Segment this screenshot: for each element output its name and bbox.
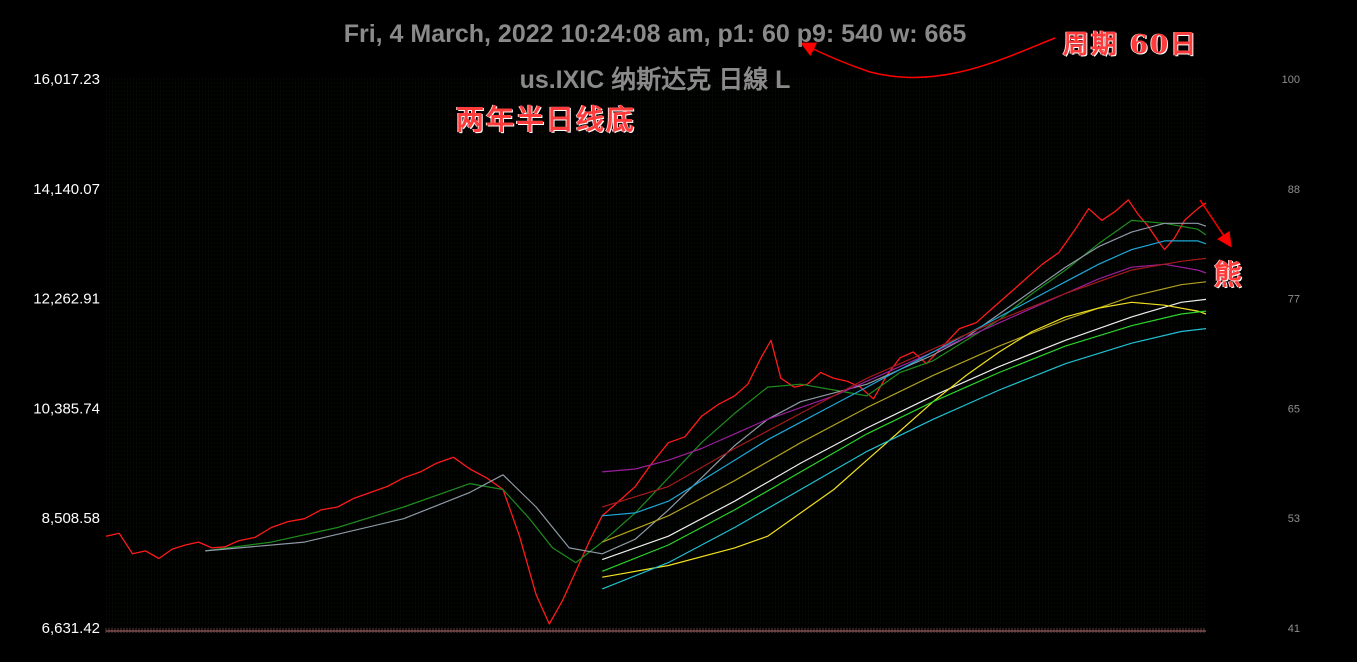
chart-grid <box>106 78 1206 628</box>
right-axis: 100 88 77 65 53 41 <box>1282 74 1300 635</box>
series-line-6 <box>601 281 1207 543</box>
left-axis-tick-label: 16,017.23 <box>33 71 100 88</box>
series-line-1 <box>205 219 1207 564</box>
chart-subtitle: us.IXIC 纳斯达克 日線 L <box>519 66 791 94</box>
series-line-5 <box>602 257 1207 508</box>
series-line-10 <box>601 328 1207 590</box>
series-line-4 <box>602 240 1207 517</box>
series-line-8 <box>602 301 1207 578</box>
chart-title: Fri, 4 March, 2022 10:24:08 am, p1: 60 p… <box>343 20 967 48</box>
series-layer <box>105 199 1207 625</box>
series-line-7 <box>602 298 1207 561</box>
right-axis-tick-label: 100 <box>1282 74 1300 86</box>
right-axis-tick-label: 53 <box>1288 513 1300 525</box>
left-axis-tick-label: 8,508.58 <box>42 510 100 527</box>
bear-arrow <box>1199 199 1232 248</box>
bear-annotation: 熊 <box>1214 258 1245 291</box>
left-axis-tick-label: 6,631.42 <box>42 620 100 637</box>
period-arrow <box>800 37 1056 79</box>
right-axis-tick-label: 65 <box>1288 403 1300 415</box>
left-axis: 16,017.23 14,140.07 12,262.91 10,385.74 8,50… <box>33 71 100 637</box>
series-line-9 <box>601 310 1207 572</box>
series-line-0 <box>105 199 1207 625</box>
left-axis-tick-label: 14,140.07 <box>33 181 100 198</box>
right-axis-tick-label: 41 <box>1288 623 1300 635</box>
series-line-2 <box>205 222 1207 555</box>
right-axis-tick-label: 88 <box>1288 184 1300 196</box>
series-line-3 <box>602 263 1207 473</box>
period-annotation: 周期 60日 <box>1063 30 1199 60</box>
right-axis-tick-label: 77 <box>1288 294 1300 306</box>
x-axis-ticks <box>105 628 1205 633</box>
left-axis-tick-label: 12,262.91 <box>33 291 100 308</box>
left-axis-tick-label: 10,385.74 <box>33 400 100 417</box>
bottom-annotation: 两年半日线底 <box>456 103 637 136</box>
